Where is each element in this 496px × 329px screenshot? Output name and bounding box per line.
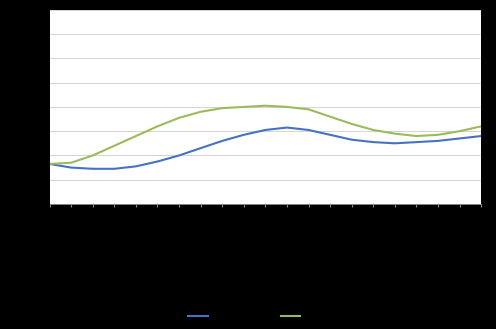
Basscenario bbox=[327, 133, 333, 137]
plus lön bbox=[90, 154, 96, 158]
Basscenario bbox=[219, 139, 225, 143]
Basscenario bbox=[176, 154, 182, 158]
plus lön bbox=[392, 132, 398, 136]
plus lön bbox=[349, 122, 355, 126]
Basscenario bbox=[284, 126, 290, 130]
plus lön bbox=[219, 106, 225, 110]
plus lön bbox=[414, 134, 420, 138]
Basscenario bbox=[478, 134, 484, 138]
Basscenario bbox=[198, 146, 204, 150]
plus lön bbox=[198, 110, 204, 114]
plus lön bbox=[457, 129, 463, 133]
Basscenario bbox=[392, 141, 398, 145]
Basscenario bbox=[414, 140, 420, 144]
plus lön bbox=[478, 124, 484, 128]
Basscenario bbox=[457, 137, 463, 140]
plus lön bbox=[176, 116, 182, 120]
Basscenario bbox=[371, 140, 376, 144]
Basscenario bbox=[47, 162, 53, 166]
plus lön bbox=[241, 105, 247, 109]
plus lön bbox=[155, 124, 161, 128]
plus lön bbox=[371, 128, 376, 132]
Basscenario bbox=[90, 167, 96, 171]
Line: plus lön: plus lön bbox=[50, 106, 481, 164]
Basscenario bbox=[241, 133, 247, 137]
plus lön bbox=[327, 115, 333, 119]
Basscenario bbox=[262, 128, 268, 132]
plus lön bbox=[284, 105, 290, 109]
Legend: Basscenario, plus lön: Basscenario, plus lön bbox=[185, 308, 346, 325]
plus lön bbox=[112, 144, 118, 148]
Basscenario bbox=[112, 167, 118, 171]
plus lön bbox=[133, 134, 139, 138]
Basscenario bbox=[349, 138, 355, 142]
plus lön bbox=[262, 104, 268, 108]
plus lön bbox=[435, 133, 441, 137]
Line: Basscenario: Basscenario bbox=[50, 128, 481, 169]
Basscenario bbox=[155, 160, 161, 164]
Basscenario bbox=[68, 165, 74, 169]
plus lön bbox=[47, 162, 53, 166]
plus lön bbox=[306, 107, 311, 111]
Basscenario bbox=[435, 139, 441, 143]
plus lön bbox=[68, 161, 74, 165]
Basscenario bbox=[133, 164, 139, 168]
Basscenario bbox=[306, 128, 311, 132]
